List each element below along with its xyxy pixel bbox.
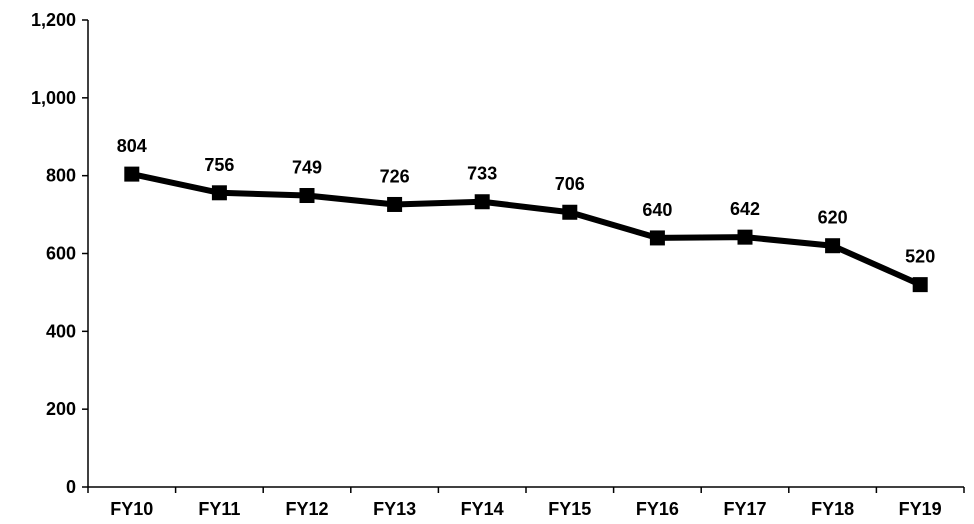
x-tick-label: FY12 [285, 499, 328, 519]
data-point [562, 204, 578, 220]
series-markers [124, 166, 928, 293]
y-tick-label: 0 [66, 477, 76, 497]
series-line [131, 171, 922, 288]
data-point [211, 185, 227, 201]
x-tick-label: FY14 [461, 499, 504, 519]
y-tick-label: 1,200 [31, 10, 76, 30]
x-axis-ticks: FY10 FY11 FY12 FY13 FY14 FY15 FY16 FY17 FY18 FY19 [87, 487, 965, 519]
y-axis-ticks: 0 200 400 600 800 1,000 1,200 [31, 10, 88, 497]
data-point [387, 196, 403, 212]
series-polyline [131, 171, 922, 288]
data-label: 520 [905, 247, 935, 267]
data-label: 726 [380, 166, 410, 186]
data-point [912, 277, 928, 293]
axes [87, 20, 964, 488]
data-label: 749 [292, 158, 322, 178]
x-tick-label: FY13 [373, 499, 416, 519]
data-point [124, 166, 140, 182]
y-tick-label: 600 [46, 244, 76, 264]
data-label: 756 [204, 155, 234, 175]
data-label: 706 [555, 174, 585, 194]
data-point [649, 230, 665, 246]
x-tick-label: FY15 [548, 499, 591, 519]
y-tick-label: 200 [46, 399, 76, 419]
data-label: 640 [642, 200, 672, 220]
data-point [474, 194, 490, 210]
data-point [737, 229, 753, 245]
x-tick-label: FY16 [636, 499, 679, 519]
data-point [825, 238, 841, 254]
data-labels: 804 756 749 726 733 706 640 642 620 520 [117, 136, 935, 267]
data-label: 733 [467, 164, 497, 184]
y-tick-label: 1,000 [31, 88, 76, 108]
x-tick-label: FY18 [811, 499, 854, 519]
data-label: 642 [730, 199, 760, 219]
x-tick-label: FY19 [899, 499, 942, 519]
data-label: 620 [818, 208, 848, 228]
y-tick-label: 400 [46, 321, 76, 341]
x-tick-label: FY10 [110, 499, 153, 519]
y-tick-label: 800 [46, 166, 76, 186]
x-tick-label: FY17 [723, 499, 766, 519]
data-label: 804 [117, 136, 147, 156]
data-point [299, 188, 315, 204]
x-tick-label: FY11 [198, 499, 240, 519]
